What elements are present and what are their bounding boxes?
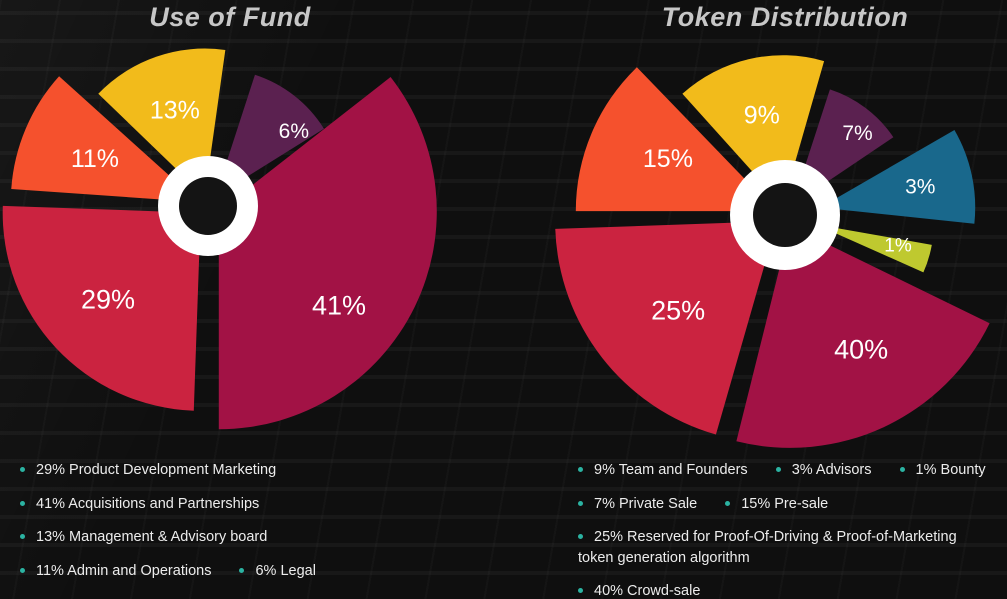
legend-row: 41% Acquisitions and Partnerships bbox=[20, 494, 490, 515]
legend-item-label: 6% Legal bbox=[255, 562, 316, 579]
legend-item: 41% Acquisitions and Partnerships bbox=[20, 496, 259, 512]
slice-label: 40% bbox=[834, 334, 888, 364]
legend-row: 7% Private Sale 15% Pre-sale bbox=[578, 494, 992, 515]
bullet-icon bbox=[20, 467, 25, 472]
legend-row: 13% Management & Advisory board bbox=[20, 527, 490, 548]
bullet-icon bbox=[725, 500, 731, 506]
legend-item-label: 11% Admin and Operations bbox=[36, 562, 212, 579]
pie-slice-3% bbox=[820, 130, 976, 224]
slice-label: 9% bbox=[744, 101, 780, 129]
pie-slice-11% bbox=[11, 76, 199, 203]
use-of-fund-title: Use of Fund bbox=[149, 2, 311, 32]
slice-label: 1% bbox=[884, 236, 912, 257]
token-distribution-pie-chart: 9% 7% 3% 1% 40% 25% 15% bbox=[545, 0, 1007, 462]
donut-hole-center bbox=[753, 183, 817, 247]
legend-row: 11% Admin and Operations 6% Legal bbox=[20, 561, 490, 582]
slice-label: 11% bbox=[71, 145, 119, 173]
donut-hole-center bbox=[179, 177, 237, 235]
legend-item-label: 7% Private Sale bbox=[594, 495, 698, 512]
bullet-icon bbox=[578, 534, 583, 540]
slice-label: 7% bbox=[842, 122, 872, 145]
legend-item: 13% Management & Advisory board bbox=[20, 529, 267, 545]
legend-item-label: 25% Reserved for Proof-Of-Driving & Proo… bbox=[578, 529, 957, 566]
legend-item: 1% Bounty bbox=[899, 462, 986, 478]
legend-item: 15% Pre-sale bbox=[725, 496, 828, 512]
pie-svg: 9% 7% 3% 1% 40% 25% 15% bbox=[555, 55, 990, 448]
slice-label: 41% bbox=[312, 291, 366, 321]
legend-row: 25% Reserved for Proof-Of-Driving & Proo… bbox=[578, 527, 992, 568]
pie-slice-40% bbox=[736, 225, 990, 448]
legend-item: 3% Advisors bbox=[775, 462, 872, 478]
use-of-fund-pie-chart: 13% 6% 41% 29% 11% bbox=[0, 0, 460, 460]
legend-item-label: 29% Product Development Marketing bbox=[36, 462, 277, 478]
legend-row: 9% Team and Founders 3% Advisors 1% Boun… bbox=[578, 460, 992, 481]
legend-item: 25% Reserved for Proof-Of-Driving & Proo… bbox=[578, 529, 957, 566]
legend-item: 29% Product Development Marketing bbox=[20, 462, 276, 478]
token-distribution-title: Token Distribution bbox=[661, 2, 909, 32]
pie-slice-41% bbox=[218, 77, 437, 430]
legend-item-label: 15% Pre-sale bbox=[741, 495, 829, 512]
slice-label: 13% bbox=[150, 97, 200, 125]
slice-label: 25% bbox=[651, 296, 705, 326]
bullet-icon bbox=[20, 500, 25, 506]
slice-label: 29% bbox=[81, 285, 135, 315]
legend-item: 7% Private Sale bbox=[578, 496, 697, 512]
bullet-icon bbox=[775, 467, 781, 472]
pie-slice-6% bbox=[215, 74, 324, 197]
bullet-icon bbox=[239, 567, 245, 573]
bullet-icon bbox=[20, 567, 25, 573]
slice-label: 15% bbox=[643, 145, 693, 173]
legend-item-label: 9% Team and Founders bbox=[594, 462, 748, 478]
legend-item: 40% Crowd-sale bbox=[578, 583, 700, 599]
legend-item-label: 1% Bounty bbox=[915, 462, 986, 478]
legend-item: 6% Legal bbox=[239, 562, 316, 579]
bullet-icon bbox=[20, 534, 25, 540]
bullet-icon bbox=[578, 500, 583, 506]
bullet-icon bbox=[578, 467, 583, 472]
slice-label: 6% bbox=[279, 120, 309, 143]
use-of-fund-legend: 29% Product Development Marketing 41% Ac… bbox=[20, 460, 490, 594]
pie-svg: 13% 6% 41% 29% 11% bbox=[2, 48, 437, 430]
bullet-icon bbox=[899, 467, 905, 472]
token-distribution-legend: 9% Team and Founders 3% Advisors 1% Boun… bbox=[578, 460, 992, 599]
pie-slice-15% bbox=[575, 67, 776, 212]
bullet-icon bbox=[578, 588, 583, 594]
legend-item-label: 3% Advisors bbox=[791, 462, 872, 478]
pie-slice-29% bbox=[2, 205, 201, 411]
legend-item: 11% Admin and Operations bbox=[20, 563, 211, 579]
pie-slice-1% bbox=[815, 224, 932, 273]
legend-item-label: 13% Management & Advisory board bbox=[36, 529, 268, 546]
legend-row: 29% Product Development Marketing bbox=[20, 460, 490, 481]
legend-item-label: 41% Acquisitions and Partnerships bbox=[36, 495, 260, 512]
legend-row: 40% Crowd-sale bbox=[578, 581, 992, 599]
legend-item-label: 40% Crowd-sale bbox=[594, 583, 701, 599]
pie-slice-25% bbox=[555, 221, 778, 435]
legend-item: 9% Team and Founders bbox=[578, 462, 748, 478]
slice-label: 3% bbox=[905, 176, 935, 199]
